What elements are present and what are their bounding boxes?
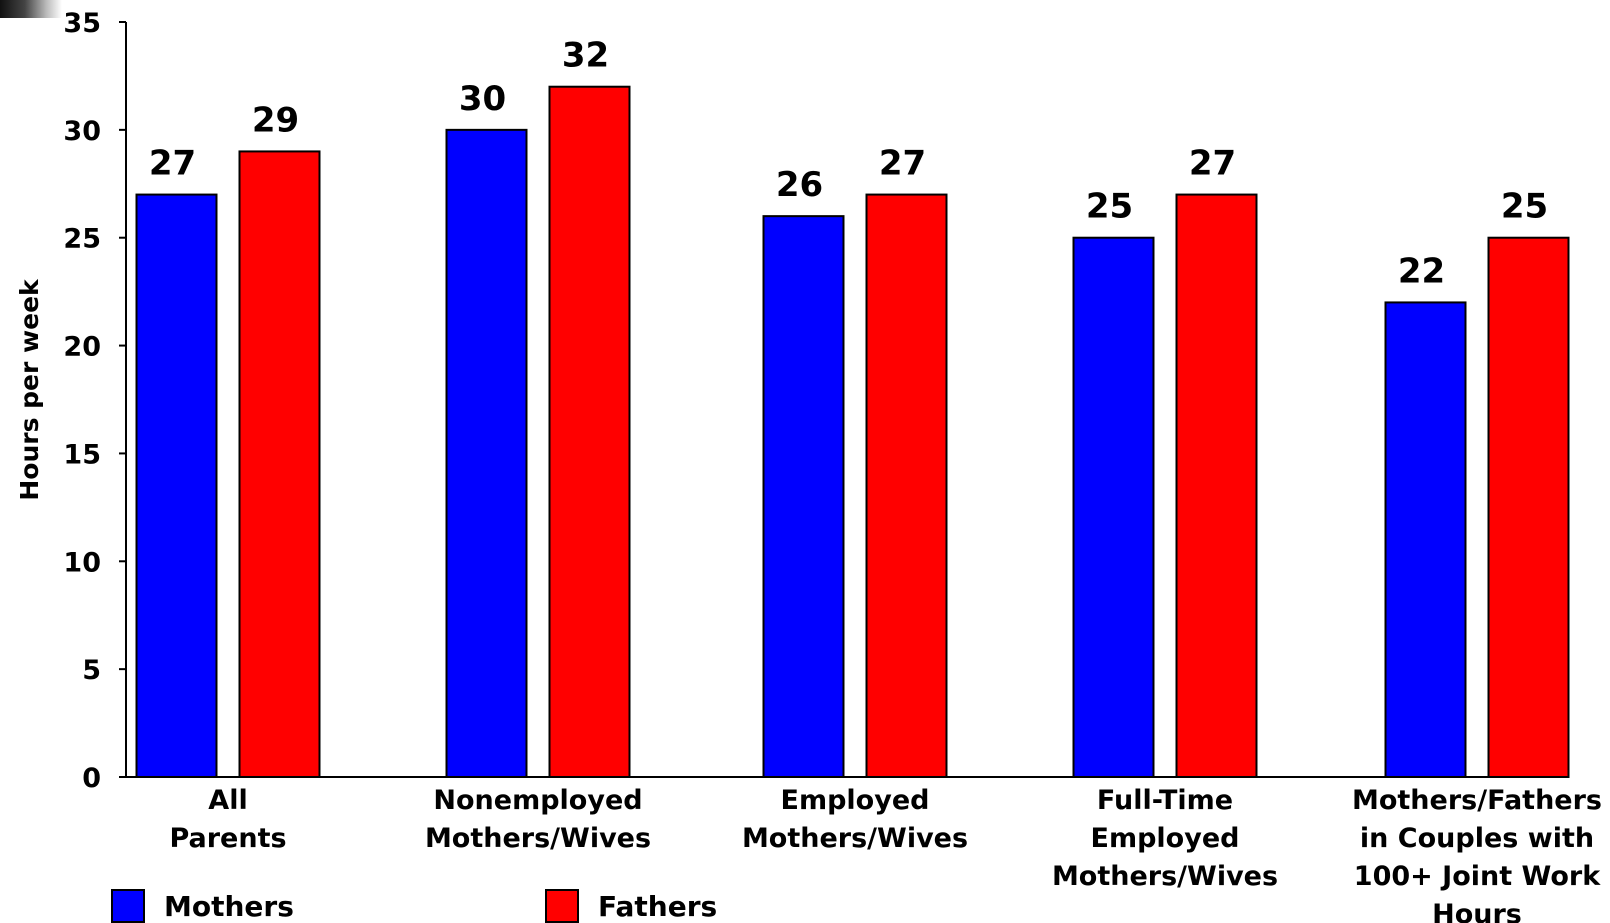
corner-decoration — [0, 0, 62, 18]
bar-mothers-0 — [135, 193, 218, 779]
bar-fathers-2 — [865, 193, 948, 779]
data-label-mothers-0: 27 — [149, 144, 196, 184]
data-label-fathers-1: 32 — [562, 36, 609, 76]
y-tick-label: 15 — [63, 439, 101, 470]
category-label-2: Employed Mothers/Wives — [742, 785, 968, 854]
category-label-3: Full-Time Employed Mothers/Wives — [1052, 785, 1278, 892]
data-label-fathers-0: 29 — [252, 100, 299, 140]
bar-mothers-3 — [1072, 236, 1155, 778]
bar-mothers-2 — [762, 215, 845, 778]
chart-bars — [135, 85, 1570, 779]
bar-mothers-4 — [1384, 301, 1467, 778]
bar-fathers-3 — [1175, 193, 1258, 779]
category-label-4: Mothers/Fathers in Couples with 100+ Joint… — [1352, 785, 1602, 923]
y-tick-label: 5 — [82, 655, 101, 686]
chart-data-labels: 27 30 26 25 22 29 32 27 27 25 — [149, 36, 1548, 292]
data-label-fathers-4: 25 — [1501, 187, 1548, 227]
data-label-mothers-2: 26 — [776, 165, 823, 205]
bar-fathers-0 — [238, 150, 321, 778]
legend-label-mothers: Mothers — [164, 890, 294, 923]
y-tick-label: 25 — [63, 224, 101, 255]
legend-label-fathers: Fathers — [598, 890, 717, 923]
bar-fathers-4 — [1487, 236, 1570, 778]
y-tick-label: 30 — [63, 116, 101, 147]
data-label-fathers-3: 27 — [1189, 144, 1236, 184]
category-label-1: Nonemployed Mothers/Wives — [425, 785, 651, 854]
y-tick-label: 35 — [63, 8, 101, 39]
y-tick-label: 10 — [63, 547, 101, 578]
category-label-0: All Parents — [169, 785, 286, 854]
bar-mothers-1 — [445, 128, 528, 779]
legend-swatch-mothers — [111, 889, 145, 923]
chart-legend: Mothers Fathers — [111, 889, 717, 923]
legend-swatch-fathers — [545, 889, 579, 923]
y-tick-label: 20 — [63, 332, 101, 363]
bar-fathers-1 — [548, 85, 631, 778]
data-label-mothers-3: 25 — [1086, 187, 1133, 227]
data-label-mothers-4: 22 — [1398, 251, 1445, 291]
data-label-mothers-1: 30 — [459, 79, 506, 119]
y-axis-label: Hours per week — [15, 278, 44, 501]
chart-category-labels: All Parents Nonemployed Mothers/Wives Employ… — [169, 785, 1602, 923]
data-label-fathers-2: 27 — [879, 144, 926, 184]
y-tick-label: 0 — [82, 763, 101, 794]
